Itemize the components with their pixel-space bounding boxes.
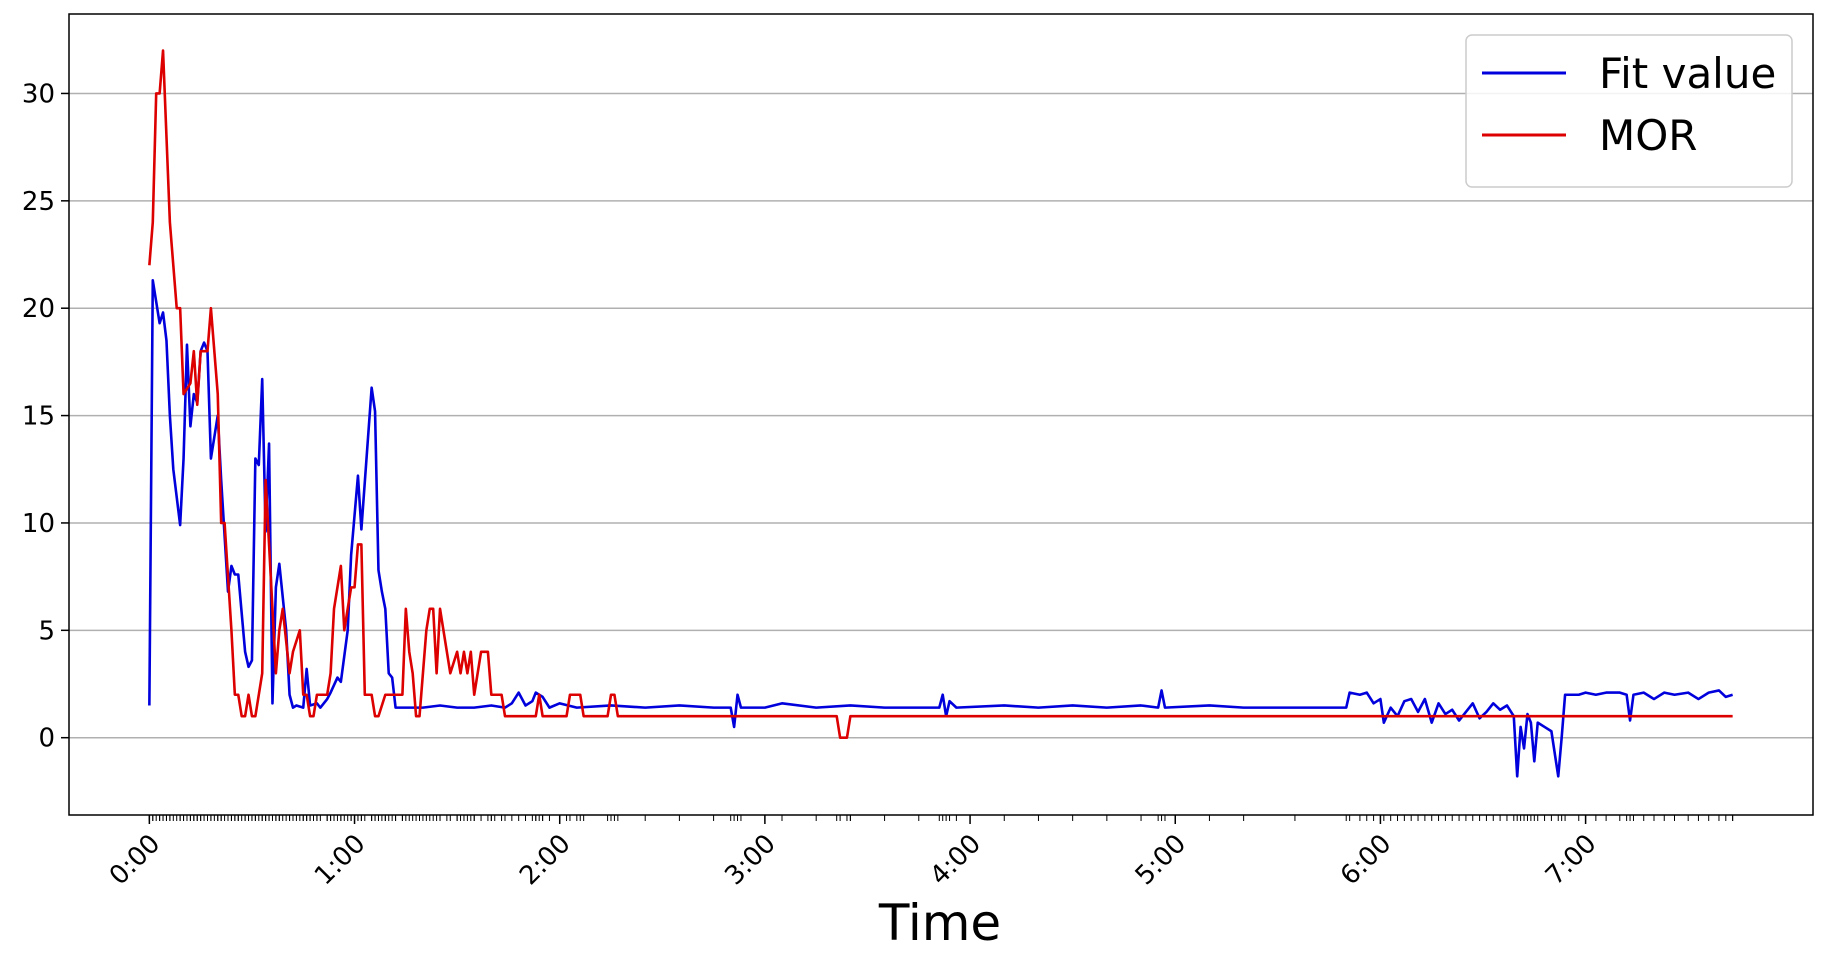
y-tick-label: 25 [22,187,55,217]
y-tick-label: 0 [38,724,55,754]
x-tick-label: 6:00 [1335,829,1398,892]
y-tick-label: 10 [22,509,55,539]
series-line [148,49,1733,739]
legend-label: MOR [1599,111,1697,160]
x-tick-label: 5:00 [1130,829,1193,892]
y-tick-label: 15 [22,402,55,432]
x-tick-label: 0:00 [104,829,167,892]
series-line [148,278,1734,778]
x-tick-label: 4:00 [925,829,988,892]
x-tick-label: 3:00 [719,829,782,892]
y-tick-label: 5 [38,616,55,646]
x-tick-label: 7:00 [1540,829,1603,892]
x-tick-label: 2:00 [514,829,577,892]
y-tick-label: 20 [22,294,55,324]
plot-frame [68,13,1814,816]
legend: Fit value MOR [1465,34,1793,188]
y-tick-label: 30 [22,79,55,109]
x-axis-label: Time [878,894,1001,952]
x-tick-label: 1:00 [309,829,372,892]
legend-label: Fit value [1599,49,1776,98]
